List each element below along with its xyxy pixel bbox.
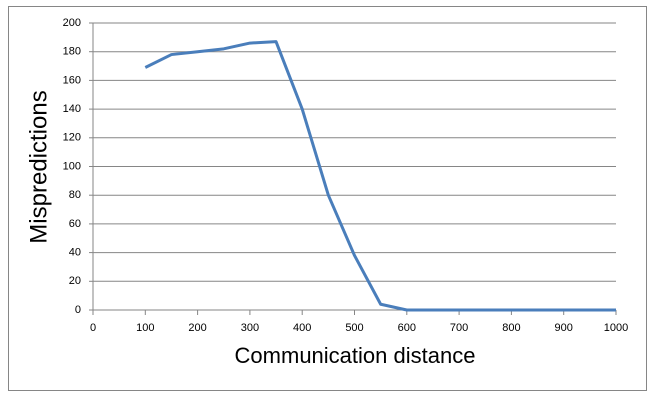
y-tick-label: 0 (75, 304, 81, 316)
y-tick-label: 140 (63, 103, 81, 115)
x-tick-label: 700 (450, 322, 468, 334)
x-tick-label: 300 (241, 322, 259, 334)
y-axis-label: Mispredictions (25, 90, 52, 243)
x-tick-label: 600 (398, 322, 416, 334)
y-tick-label: 40 (69, 247, 81, 259)
y-tick-label: 200 (63, 17, 81, 29)
y-tick-label: 80 (69, 189, 81, 201)
y-tick-label: 180 (63, 46, 81, 58)
x-tick-label: 0 (90, 322, 96, 334)
y-tick-label: 20 (69, 275, 81, 287)
chart-border (8, 6, 647, 391)
y-tick-label: 120 (63, 132, 81, 144)
y-tick-label: 60 (69, 218, 81, 230)
y-tick-label: 160 (63, 74, 81, 86)
x-tick-label: 900 (555, 322, 573, 334)
y-tick-label: 100 (63, 160, 81, 172)
data-line (144, 40, 616, 312)
x-tick-label: 800 (502, 322, 520, 334)
x-tick-label: 1000 (604, 322, 628, 334)
x-tick-label: 400 (293, 322, 311, 334)
x-tick-label: 500 (345, 322, 363, 334)
x-tick-label: 100 (136, 322, 154, 334)
x-axis-label: Communication distance (235, 343, 476, 368)
x-tick-label: 200 (188, 322, 206, 334)
